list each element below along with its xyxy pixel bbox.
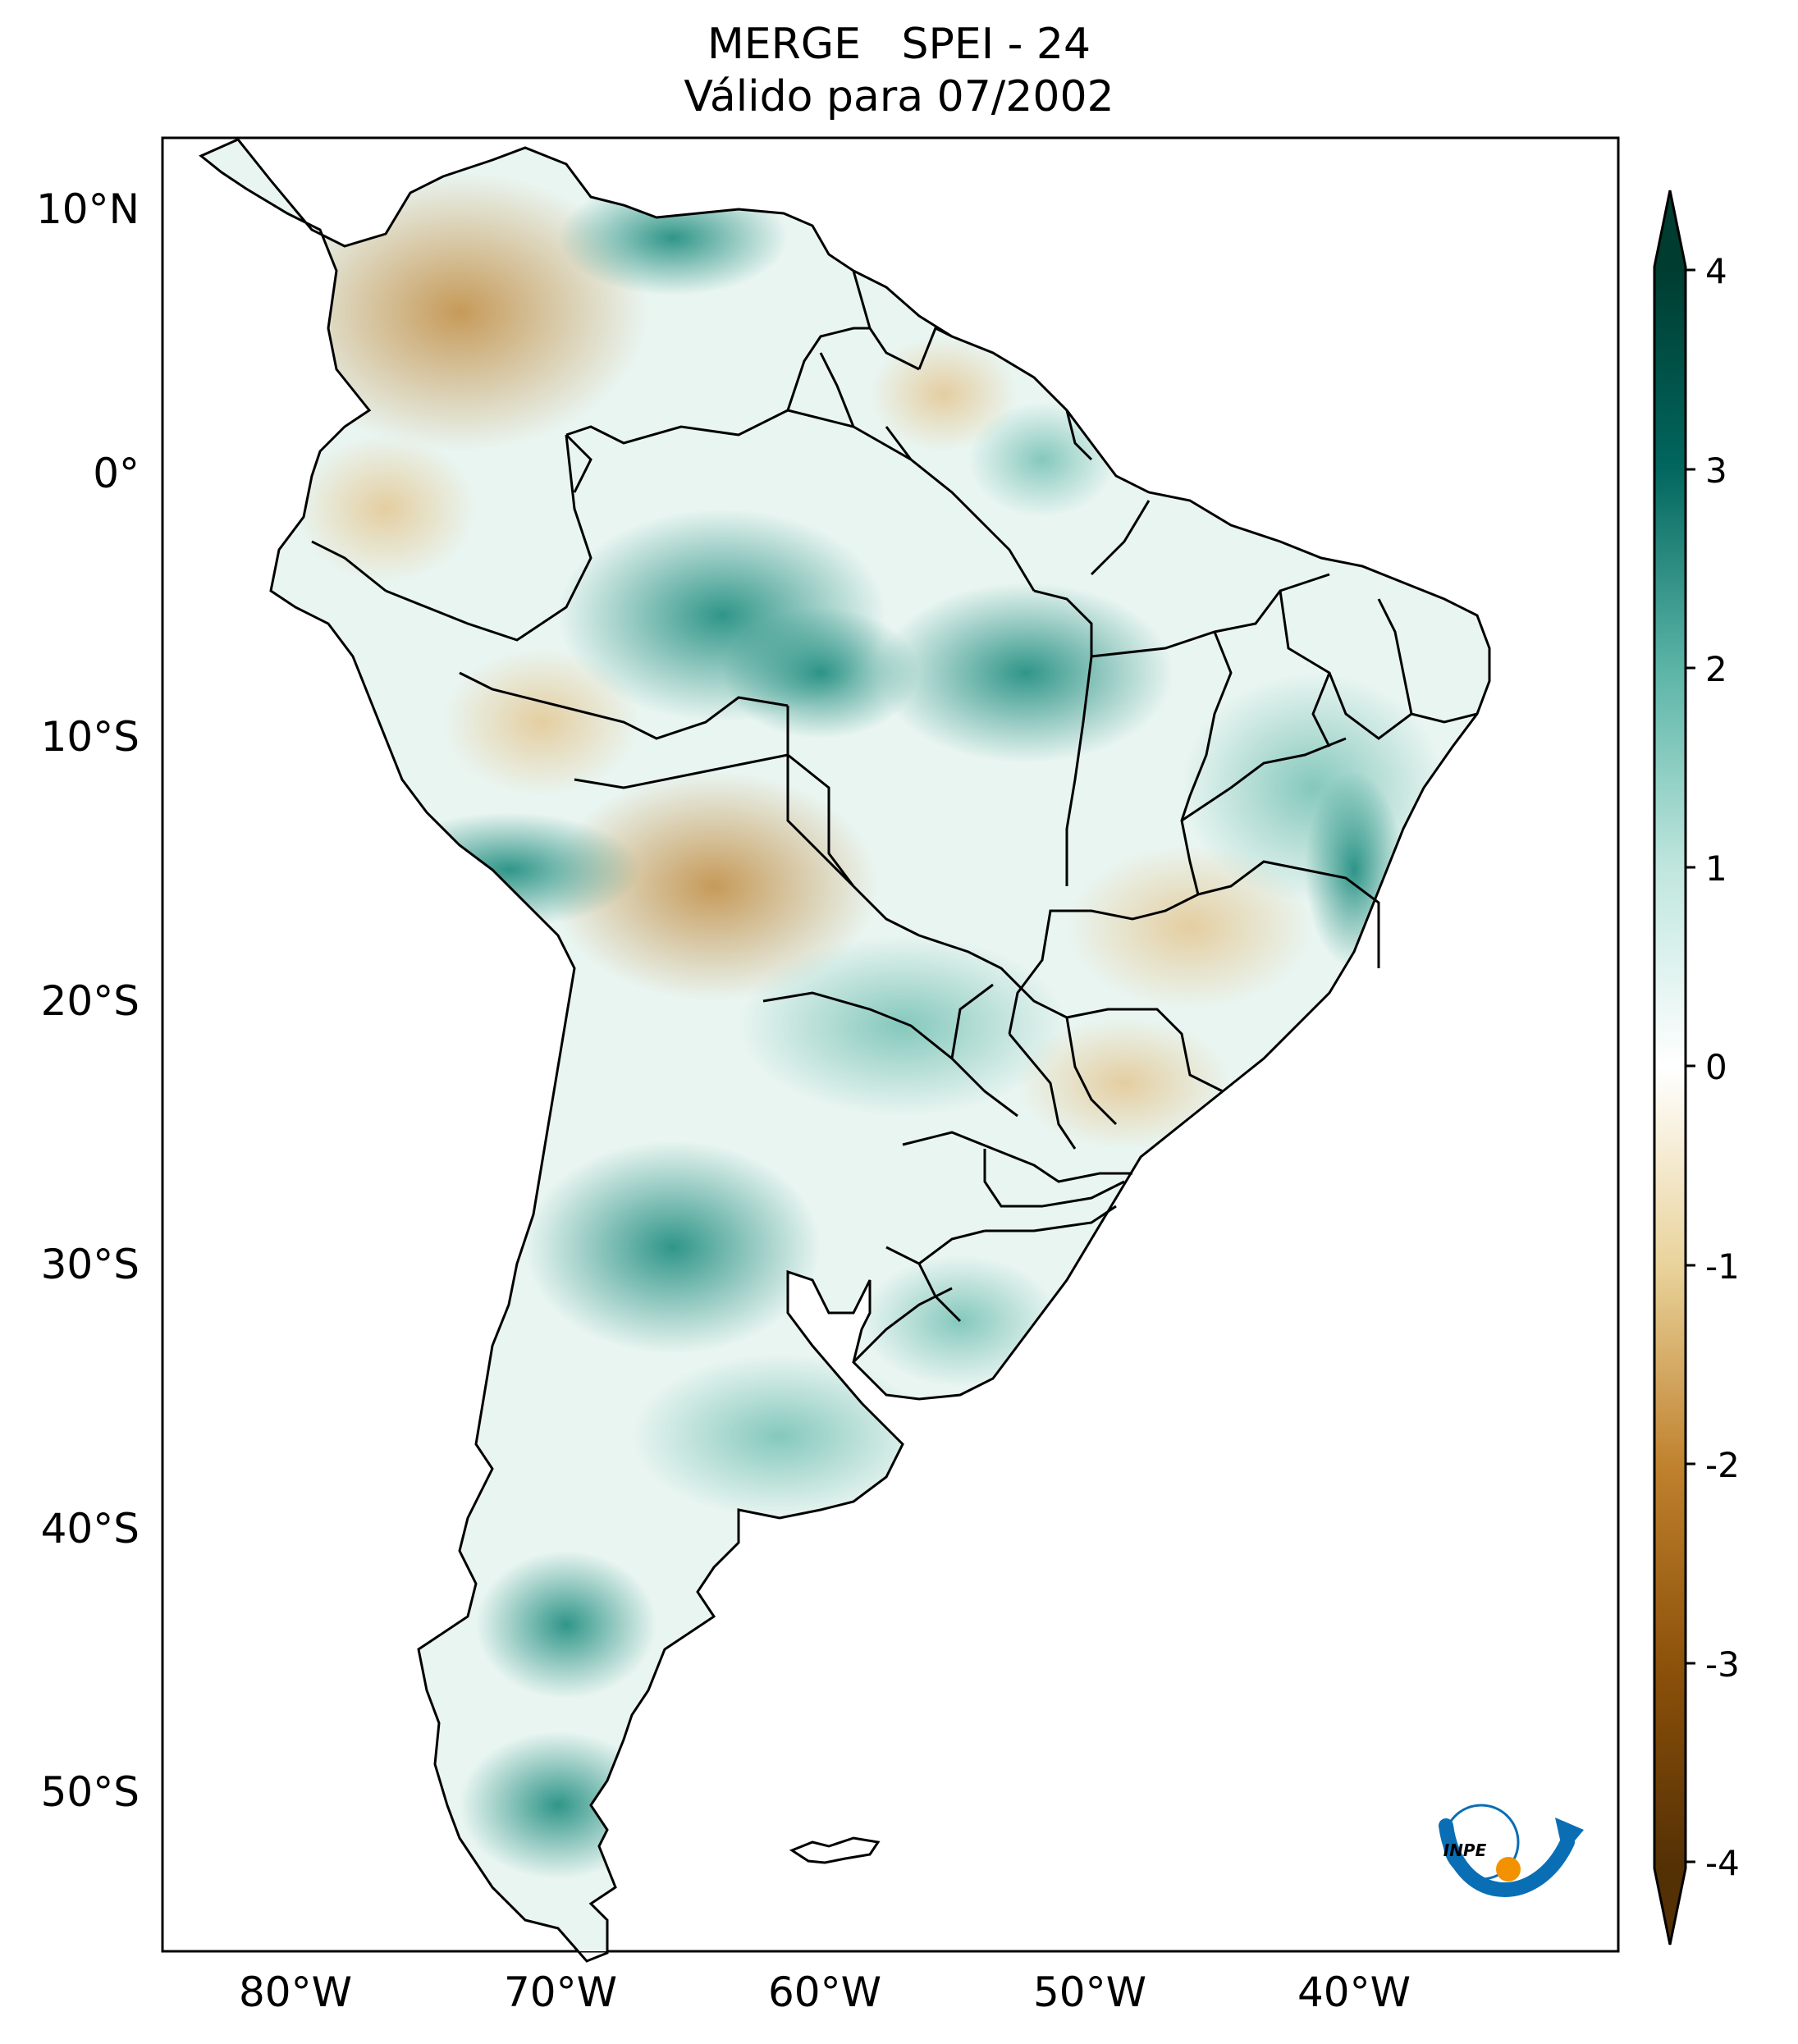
continent-outline <box>199 138 1491 1963</box>
map-title: MERGE SPEI - 24 Válido para 07/2002 <box>0 18 1798 123</box>
logo-orbit <box>1443 1804 1520 1881</box>
lat-tick-label: 10°S <box>41 713 140 761</box>
colorbar-extend-min <box>1654 1868 1686 1945</box>
logo-text: INPE <box>1443 1841 1487 1860</box>
colorbar-tick-label: -1 <box>1705 1246 1740 1287</box>
title-line-1: MERGE SPEI - 24 <box>707 20 1091 69</box>
lat-tick-label: 40°S <box>41 1505 140 1552</box>
latitude-axis: 10°N 0° 10°S 20°S 30°S 40°S 50°S <box>36 185 140 1816</box>
lat-tick-label: 0° <box>93 450 140 497</box>
lat-tick-label: 30°S <box>41 1241 140 1288</box>
colorbar-ticks <box>1686 268 1695 1863</box>
colorbar-tick-label: 0 <box>1705 1047 1727 1087</box>
inpe-logo: INPE <box>1439 1804 1584 1897</box>
lat-tick-label: 20°S <box>41 977 140 1025</box>
colorbar: 4 3 2 1 0 -1 -2 -3 -4 <box>1653 190 1740 1946</box>
colorbar-tick-label: 2 <box>1705 649 1727 689</box>
falkland-islands <box>789 1836 881 1864</box>
colorbar-body <box>1654 267 1686 1868</box>
colorbar-border <box>1653 190 1687 1946</box>
lat-tick-label: 50°S <box>41 1768 140 1816</box>
logo-arc <box>1439 1818 1575 1897</box>
colorbar-tick-label: -4 <box>1705 1843 1740 1883</box>
lat-tick-label: 10°N <box>36 185 140 233</box>
longitude-axis: 80°W 70°W 60°W 50°W 40°W <box>239 1969 1411 2016</box>
colorbar-tick-label: 1 <box>1705 848 1727 889</box>
lon-tick-label: 50°W <box>1033 1969 1146 2016</box>
logo-dot <box>1496 1857 1521 1882</box>
colorbar-tick-label: -2 <box>1705 1445 1740 1485</box>
colorbar-extend-max <box>1654 190 1686 267</box>
lon-tick-label: 70°W <box>504 1969 617 2016</box>
lon-tick-label: 40°W <box>1297 1969 1411 2016</box>
title-line-2: Válido para 07/2002 <box>684 72 1114 121</box>
colorbar-tick-label: 4 <box>1705 251 1727 291</box>
colorbar-tick-label: 3 <box>1705 450 1727 491</box>
political-borders <box>311 270 1478 1364</box>
lon-tick-label: 80°W <box>239 1969 352 2016</box>
lon-tick-label: 60°W <box>768 1969 881 2016</box>
colorbar-tick-label: -3 <box>1705 1644 1740 1685</box>
logo-arrow-icon <box>1555 1818 1584 1854</box>
